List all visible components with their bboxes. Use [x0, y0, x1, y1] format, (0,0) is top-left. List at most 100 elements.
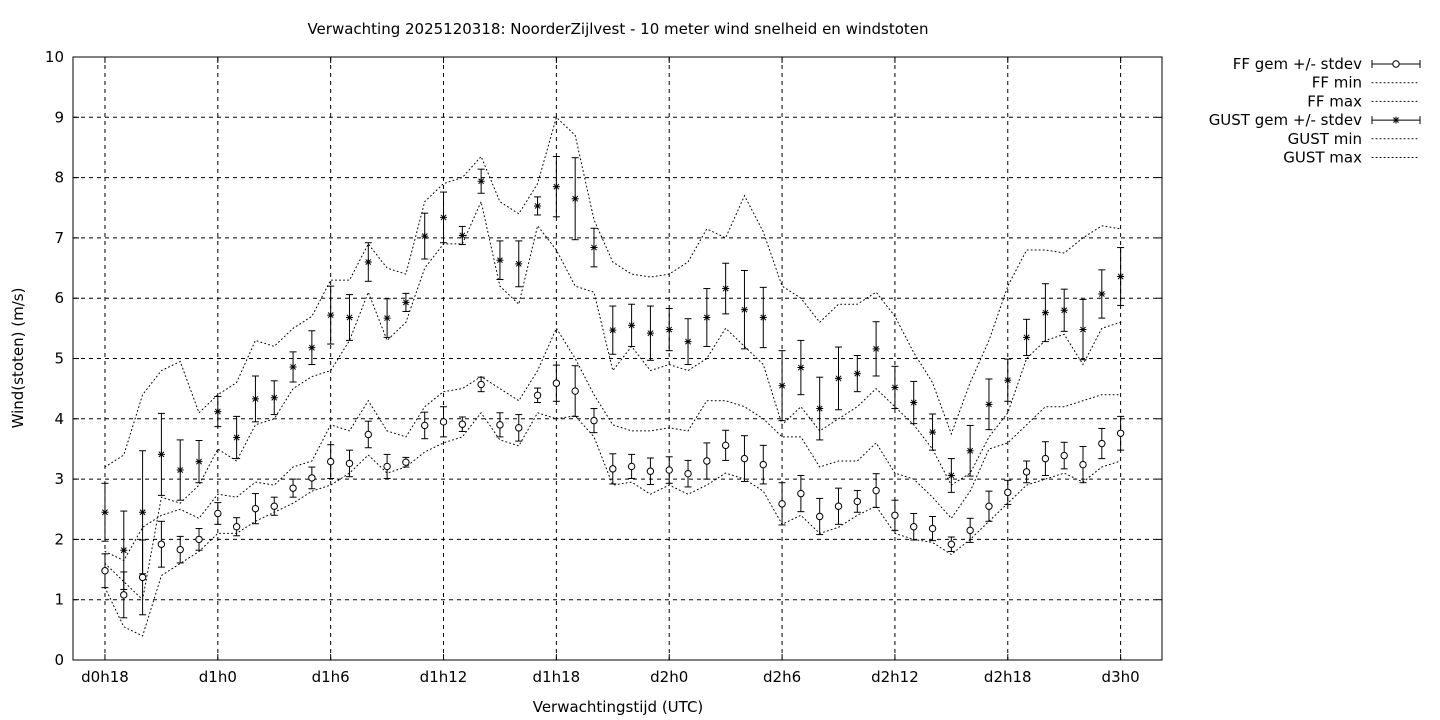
- data-point-circle: [721, 441, 730, 450]
- data-point-circle: [1392, 60, 1400, 68]
- x-tick-label: d3h0: [1102, 668, 1140, 686]
- data-point-star: [722, 285, 730, 293]
- data-point-star: [327, 311, 335, 319]
- data-point-circle: [684, 469, 692, 478]
- legend-label: GUST min: [1288, 130, 1362, 148]
- data-point-circle: [665, 466, 673, 474]
- y-tick-label: 8: [54, 169, 64, 187]
- data-point-star: [139, 508, 147, 516]
- series-group: [104, 200, 1122, 601]
- data-point-circle: [627, 462, 636, 471]
- x-tick-label: d0h18: [81, 668, 129, 686]
- data-point-circle: [571, 387, 579, 395]
- data-point-star: [233, 433, 241, 441]
- y-tick-label: 9: [54, 108, 64, 126]
- data-point-star: [496, 256, 504, 264]
- data-point-star: [176, 466, 184, 474]
- data-point-star: [101, 508, 109, 516]
- data-point-star: [985, 400, 993, 408]
- data-point-star: [289, 363, 297, 371]
- x-tick-label: d1h18: [533, 668, 581, 686]
- data-point-circle: [891, 511, 899, 519]
- data-point-star: [665, 326, 673, 334]
- data-point-star: [797, 364, 805, 372]
- data-point-circle: [966, 526, 974, 535]
- data-point-circle: [270, 502, 278, 510]
- data-point-star: [910, 399, 918, 407]
- x-tick-label: d2h6: [763, 668, 801, 686]
- data-point-star: [345, 313, 353, 321]
- data-point-circle: [1116, 429, 1125, 437]
- data-point-circle: [402, 458, 410, 466]
- series-group: [101, 155, 1125, 590]
- data-point-star: [834, 374, 842, 382]
- series-line: [104, 411, 1122, 637]
- data-point-star: [872, 345, 880, 353]
- data-point-star: [947, 471, 955, 479]
- x-tick-label: d1h12: [420, 668, 468, 686]
- y-tick-label: 5: [54, 350, 64, 368]
- legend-entry: FF gem +/- stdev: [1233, 55, 1421, 73]
- data-point-star: [120, 546, 128, 554]
- data-point-star: [1079, 326, 1087, 334]
- data-point-circle: [214, 509, 222, 518]
- data-point-circle: [533, 391, 542, 399]
- y-tick-label: 2: [54, 530, 64, 548]
- series-group: [101, 364, 1125, 619]
- data-point-star: [157, 450, 165, 458]
- legend-label: FF max: [1307, 92, 1362, 110]
- data-point-circle: [383, 462, 391, 471]
- y-tick-label: 3: [54, 470, 64, 488]
- data-point-circle: [947, 540, 956, 548]
- data-point-star: [251, 395, 259, 403]
- data-point-star: [552, 183, 560, 191]
- data-point-circle: [985, 502, 993, 510]
- data-point-star: [966, 447, 974, 455]
- data-point-circle: [176, 545, 184, 554]
- x-tick-label: d2h0: [650, 668, 688, 686]
- data-point-circle: [1041, 454, 1050, 463]
- data-point-star: [440, 213, 448, 221]
- data-point-circle: [853, 497, 862, 506]
- series-line: [104, 116, 1122, 468]
- y-tick-label: 7: [54, 229, 64, 247]
- legend-label: GUST gem +/- stdev: [1209, 111, 1362, 129]
- data-point-circle: [1004, 488, 1012, 497]
- data-point-star: [421, 232, 429, 240]
- legend-entry: GUST min: [1288, 130, 1421, 148]
- x-axis-ticks: d0h18 d1h0 d1h6 d1h12 d1h18 d2h0 d2h6 d2h12 d2h1…: [81, 57, 1140, 686]
- y-axis-label: Wind(stoten) (m/s): [9, 288, 27, 429]
- data-point-star: [1041, 309, 1049, 317]
- data-point-circle: [458, 420, 467, 428]
- data-point-circle: [815, 512, 824, 521]
- plot-frame: [72, 56, 1163, 661]
- data-point-star: [458, 231, 466, 239]
- data-point-circle: [1022, 468, 1031, 476]
- x-tick-label: d1h6: [312, 668, 350, 686]
- data-point-star: [778, 382, 786, 390]
- data-point-circle: [421, 421, 429, 430]
- data-point-star: [609, 326, 617, 334]
- data-point-star: [1392, 116, 1400, 124]
- data-point-star: [477, 177, 485, 185]
- series-group: [104, 116, 1122, 468]
- legend-entry: GUST max: [1283, 149, 1421, 167]
- legend-label: GUST max: [1283, 149, 1362, 167]
- legend-entry: FF max: [1307, 92, 1421, 110]
- data-point-star: [1117, 272, 1125, 280]
- data-point-circle: [195, 535, 203, 544]
- data-point-circle: [1079, 460, 1087, 469]
- legend-entry: FF min: [1312, 74, 1421, 92]
- y-tick-label: 4: [54, 410, 64, 428]
- x-axis-label: Verwachtingstijd (UTC): [533, 698, 704, 716]
- data-point-star: [1004, 376, 1012, 384]
- data-point-star: [684, 338, 692, 346]
- data-point-circle: [138, 573, 147, 582]
- x-tick-label: d1h0: [199, 668, 237, 686]
- data-point-circle: [910, 523, 918, 531]
- data-point-star: [1023, 333, 1031, 341]
- data-point-star: [740, 306, 748, 314]
- data-point-circle: [740, 454, 749, 463]
- series-group: [104, 411, 1122, 637]
